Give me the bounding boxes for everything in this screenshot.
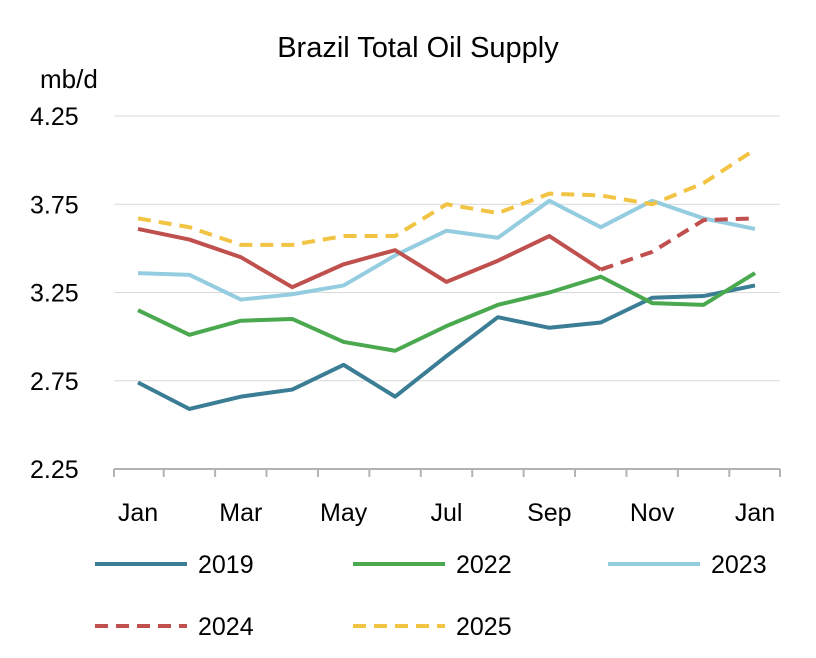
x-tick-label: Mar: [219, 499, 262, 527]
legend-label: 2024: [198, 613, 254, 641]
x-tick-label: Sep: [527, 499, 571, 527]
series-line: [137, 271, 757, 353]
series-2025: [137, 147, 757, 247]
plot-area: [137, 147, 757, 411]
legend-item-2023: 2023: [608, 551, 767, 579]
series-2024: [137, 216, 756, 290]
legend: 2019 2022 2023 2024 2025: [95, 551, 767, 641]
x-tick-label: Jan: [735, 499, 775, 527]
legend-label: 2019: [198, 551, 254, 579]
x-tick-label: Jan: [118, 499, 158, 527]
legend-item-2022: 2022: [353, 551, 512, 579]
y-axis-label: mb/d: [40, 64, 98, 94]
x-tick-label: Nov: [630, 499, 675, 527]
series-line: [137, 147, 757, 247]
legend-item-2024: 2024: [95, 613, 254, 641]
y-tick-label: 2.75: [30, 368, 79, 396]
y-tick-label: 4.25: [30, 103, 79, 131]
series-2022: [137, 271, 757, 353]
series-line: [137, 198, 756, 302]
legend-item-2025: 2025: [353, 613, 512, 641]
legend-label: 2023: [711, 551, 767, 579]
legend-label: 2025: [456, 613, 512, 641]
y-tick-label: 2.25: [30, 456, 79, 484]
chart-title: Brazil Total Oil Supply: [277, 32, 559, 64]
x-axis-ticks: Jan Mar May Jul Sep Nov Jan: [118, 499, 775, 527]
x-axis: [113, 468, 781, 477]
series-2023: [137, 198, 756, 302]
legend-label: 2022: [456, 551, 512, 579]
series-line-dashed: [600, 216, 756, 272]
y-tick-label: 3.75: [30, 191, 79, 219]
series-2019: [137, 283, 756, 411]
series-line-solid: [137, 227, 602, 290]
legend-item-2019: 2019: [95, 551, 254, 579]
y-axis-ticks: 4.25 3.75 3.25 2.75 2.25: [30, 103, 79, 484]
x-tick-label: Jul: [431, 499, 463, 527]
y-tick-label: 3.25: [30, 280, 79, 308]
series-line: [137, 283, 756, 411]
x-tick-label: May: [320, 499, 368, 527]
